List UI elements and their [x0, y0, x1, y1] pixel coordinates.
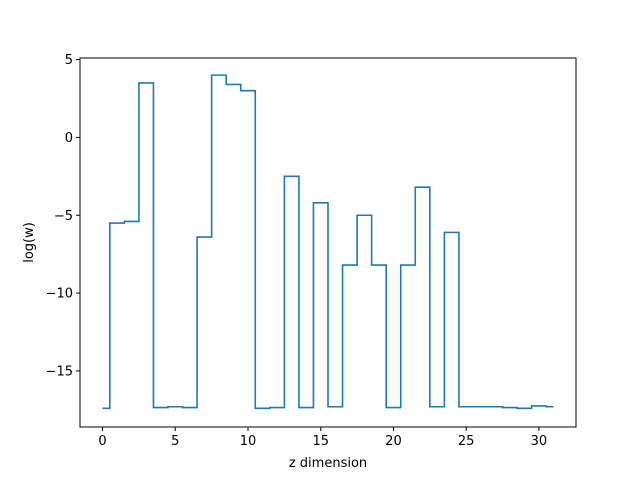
y-axis-label: log(w): [22, 222, 37, 263]
y-axis: −15 −10 −5 0 5: [46, 53, 80, 379]
series-layer: [102, 74, 554, 410]
x-tick-label: 25: [458, 434, 475, 449]
x-tick-label: 15: [312, 434, 329, 449]
series-line-0: [102, 74, 554, 410]
x-axis-label: z dimension: [289, 456, 367, 471]
x-tick-label: 10: [240, 434, 257, 449]
plot-frame: [79, 57, 577, 428]
x-tick-label: 20: [385, 434, 402, 449]
y-tick-label: 0: [65, 131, 73, 146]
y-tick-label: −15: [46, 364, 73, 379]
x-axis: 0 5 10 15 20 25 30: [98, 427, 547, 449]
y-tick-label: −5: [54, 209, 73, 224]
x-tick-label: 0: [98, 434, 106, 449]
y-tick-label: 5: [65, 53, 73, 68]
x-tick-label: 30: [531, 434, 548, 449]
y-tick-label: −10: [46, 287, 73, 302]
x-tick-label: 5: [171, 434, 179, 449]
